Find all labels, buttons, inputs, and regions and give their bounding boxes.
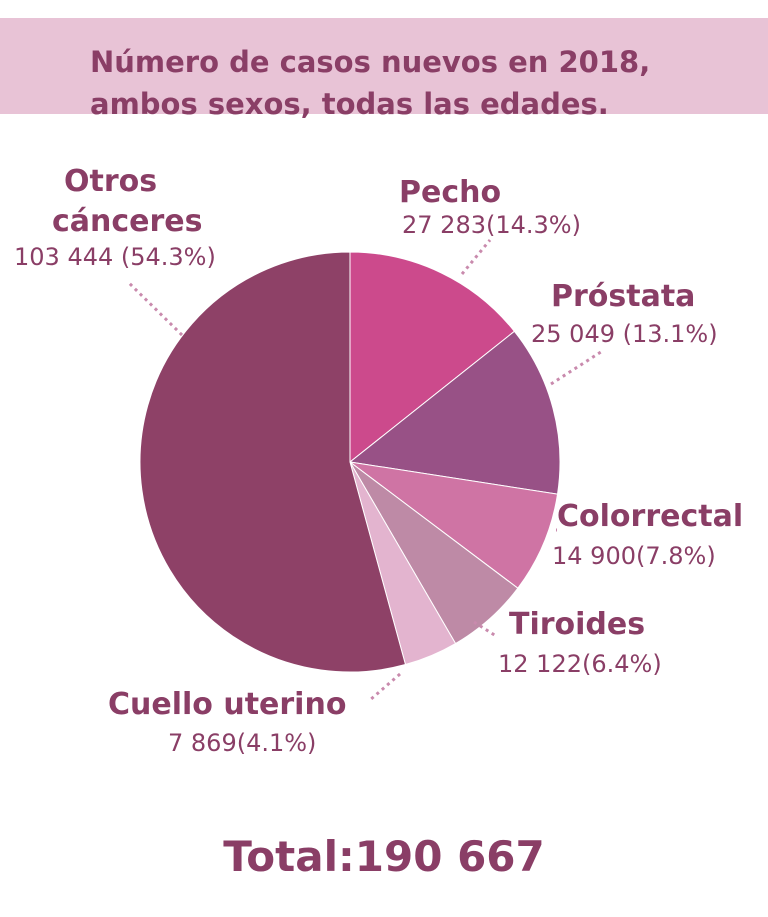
pie-slice-otros-canceres <box>139 251 407 673</box>
leader-line-otros-canceres <box>126 280 184 337</box>
label-value-prostata: 25 049 (13.1%) <box>531 320 718 348</box>
label-name-prostata: Próstata <box>551 279 696 314</box>
label-name-cuello-uterino: Cuello uterino <box>108 687 347 722</box>
label-value-pecho: 27 283(14.3%) <box>402 211 581 239</box>
chart-title-line-1: Número de casos nuevos en 2018, <box>90 45 651 79</box>
label-value-colorrectal: 14 900(7.8%) <box>552 542 716 570</box>
leader-line-pecho <box>460 239 492 275</box>
label-name-colorrectal: Colorrectal <box>557 499 744 534</box>
pie-slice-colorrectal <box>349 461 559 589</box>
title-banner: Número de casos nuevos en 2018, ambos se… <box>0 18 768 121</box>
label-name-tiroides: Tiroides <box>509 607 646 642</box>
total-label: Total:190 667 <box>223 832 545 881</box>
leader-line-prostata <box>550 348 605 386</box>
label-value-cuello-uterino: 7 869(4.1%) <box>168 729 317 757</box>
leader-line-cuello-uterino <box>369 672 401 702</box>
leader-line-tiroides <box>473 620 497 638</box>
label-name-otros-line-1: Otros <box>64 164 158 199</box>
pie-slice-pecho <box>349 251 516 464</box>
pie-slice-prostata <box>348 330 561 495</box>
label-name-otros-line-2: cánceres <box>52 204 203 239</box>
label-name-pecho: Pecho <box>399 175 502 210</box>
chart-title-line-2: ambos sexos, todas las edades. <box>90 87 609 121</box>
label-value-tiroides: 12 122(6.4%) <box>498 650 662 678</box>
label-value-otros: 103 444 (54.3%) <box>14 243 216 271</box>
